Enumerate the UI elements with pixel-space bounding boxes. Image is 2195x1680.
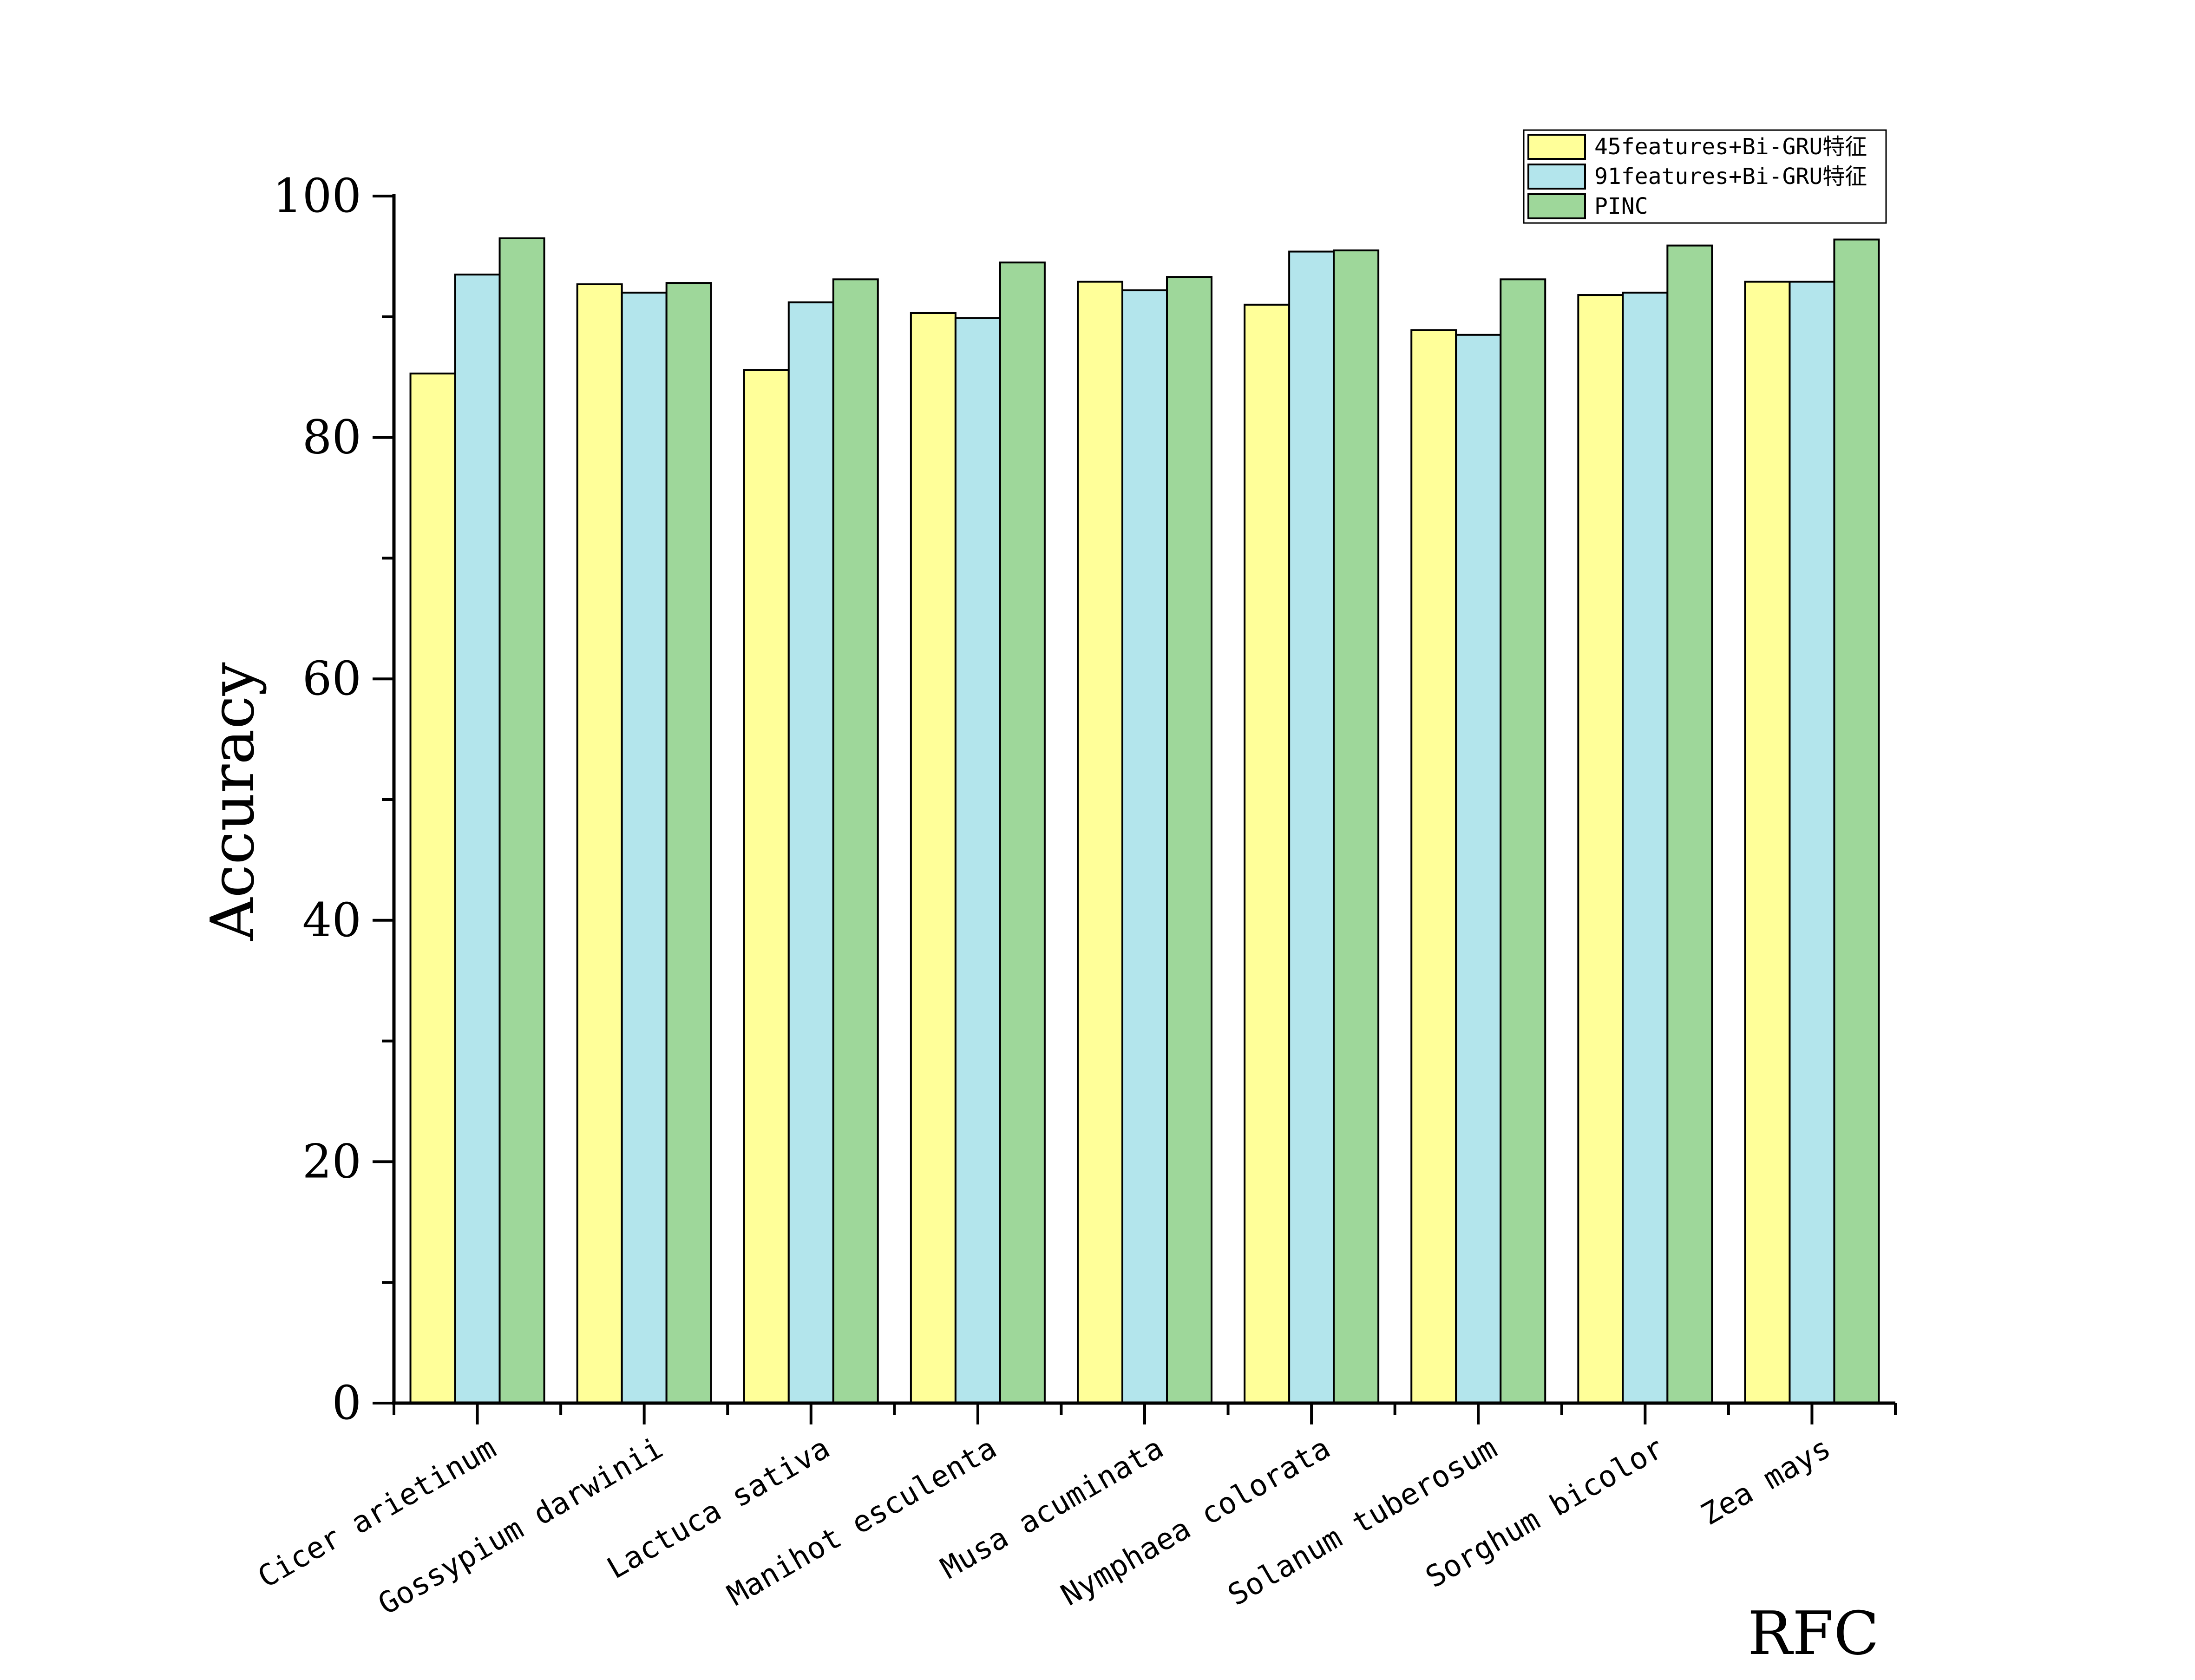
bar (1077, 281, 1123, 1404)
bar (1666, 244, 1713, 1404)
x-tick-label: Nymphaea colorata (1055, 1431, 1336, 1613)
bar (1833, 238, 1880, 1404)
bar (665, 282, 712, 1404)
bar (1577, 294, 1624, 1404)
bar (576, 283, 623, 1404)
bar (454, 273, 501, 1404)
x-tick-label: Solanum tuberosum (1222, 1431, 1503, 1613)
legend-label: 45features+Bi-GRU特征 (1594, 134, 1867, 160)
y-axis-title: Accuracy (198, 662, 268, 941)
bar (1121, 289, 1168, 1404)
bar (743, 369, 790, 1404)
y-tick-label: 20 (302, 1134, 361, 1188)
bar (1789, 281, 1835, 1404)
bar (1455, 334, 1502, 1404)
bar (999, 261, 1046, 1404)
legend: 45features+Bi-GRU特征 91features+Bi-GRU特征 PI… (1523, 129, 1887, 224)
bar (1288, 250, 1335, 1404)
bar (787, 301, 834, 1404)
bar (1166, 276, 1212, 1404)
y-tick-label: 80 (302, 410, 361, 465)
axes (373, 194, 1897, 1424)
bar (1410, 329, 1457, 1404)
x-tick-label: Zea mays (1695, 1431, 1836, 1532)
bar (1333, 249, 1380, 1404)
bar (409, 372, 456, 1404)
legend-swatch (1527, 164, 1586, 190)
x-axis-title: RFC (1748, 1599, 1879, 1668)
x-tick-label: Manihot esculenta (722, 1431, 1002, 1613)
y-tick-label: 100 (273, 169, 361, 223)
bars (409, 237, 1880, 1404)
legend-label: 91features+Bi-GRU特征 (1594, 164, 1867, 190)
bar (910, 312, 957, 1404)
bar (621, 291, 668, 1404)
y-tick-label: 60 (302, 651, 361, 706)
bar (1744, 281, 1791, 1404)
x-tick-label: Gossypium darwinii (373, 1431, 669, 1622)
y-tick-label: 40 (302, 893, 361, 947)
bar (1622, 291, 1669, 1404)
bar (1500, 278, 1546, 1404)
bar (1244, 303, 1291, 1404)
bar (954, 317, 1001, 1404)
legend-label: PINC (1594, 193, 1648, 219)
legend-swatch (1527, 193, 1586, 219)
legend-swatch (1527, 134, 1586, 160)
bar (832, 278, 879, 1404)
y-tick-label: 0 (332, 1376, 361, 1430)
bar (498, 237, 545, 1404)
